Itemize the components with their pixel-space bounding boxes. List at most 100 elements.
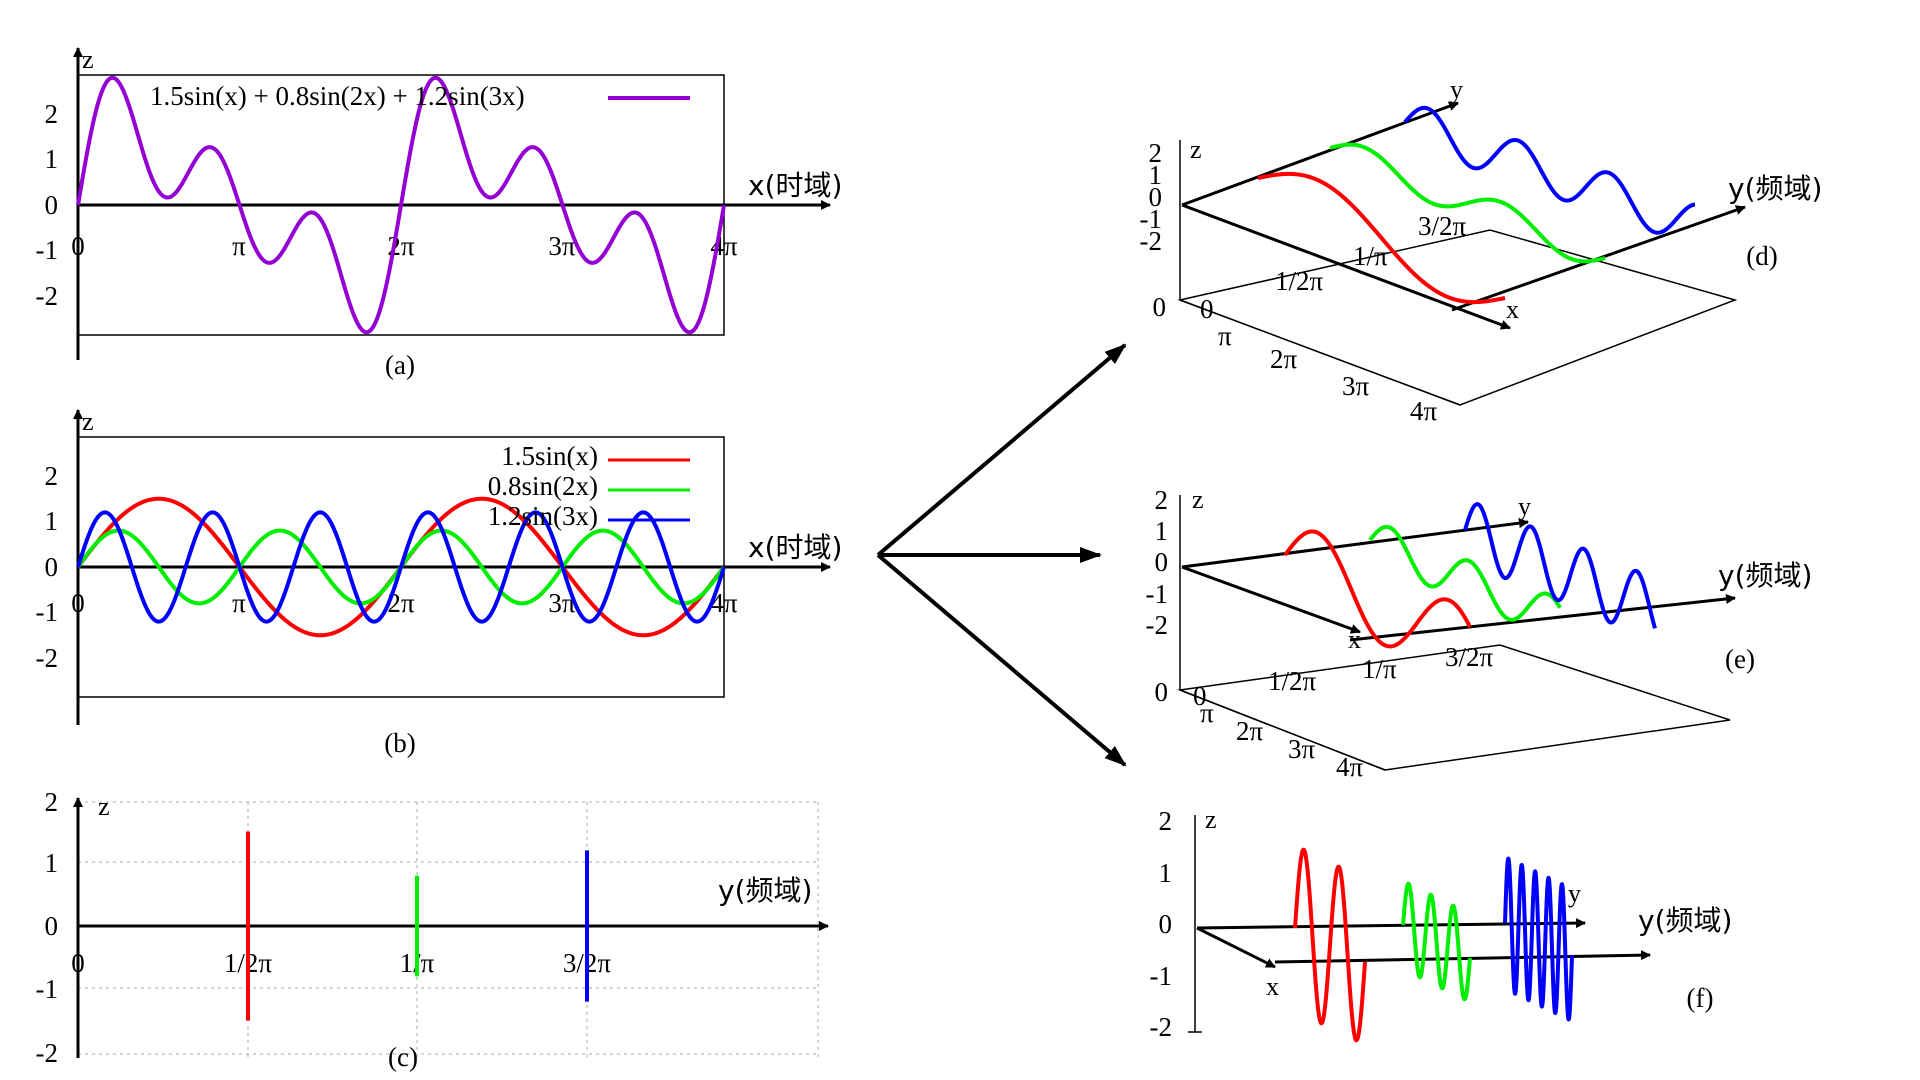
sine-3x-wave (1403, 105, 1697, 235)
z-tick: 0 (1155, 677, 1169, 707)
y-tick: 1 (45, 144, 59, 174)
x-tick: π (1218, 321, 1232, 351)
z-axis-label: z (1190, 135, 1202, 164)
sine-1x-wave (1293, 847, 1367, 1043)
freq-axis-label: y(频域) (718, 874, 812, 907)
floor-x-tick-labels: 0 π 2π 3π 4π (1200, 294, 1438, 426)
y-axis (1181, 518, 1529, 569)
x-tick: 4π (1336, 752, 1364, 782)
floor-x-tick-labels: 0 π 2π 3π 4π (1193, 681, 1364, 782)
x-tick: 3π (1288, 734, 1316, 764)
y-tick: 1/2π (1268, 666, 1317, 696)
y-axis-label: y (1568, 879, 1581, 908)
sine-1x-wave (1283, 529, 1472, 649)
caption: (f) (1687, 983, 1714, 1013)
legend-label: 0.8sin(2x) (488, 471, 598, 501)
x-tick-labels: 0 π 2π 3π 4π (71, 231, 738, 261)
z-tick: 2 (1159, 806, 1173, 836)
z-tick: 2 (1155, 485, 1169, 515)
floor-y-tick-labels: 1/2π 1/π 3/2π (1268, 642, 1494, 696)
z-tick: -2 (1150, 1012, 1173, 1042)
y-tick: 0 (45, 190, 59, 220)
z-tick: -1 (1150, 961, 1173, 991)
caption: (e) (1725, 644, 1755, 674)
y-tick: 0 (45, 552, 59, 582)
x-tick: 2π (1270, 344, 1298, 374)
y-tick: 1/π (1353, 241, 1388, 271)
y-tick: 1/2π (1275, 266, 1324, 296)
z-tick: -1 (1146, 579, 1169, 609)
x-axis-label: x(时域) (748, 531, 842, 564)
y-axis-label: y (1518, 492, 1531, 521)
composite-wave (76, 75, 726, 335)
freq-axis-label: y(频域) (1728, 172, 1822, 205)
panel-e: z y y(频域) x 2 1 0 -1 -2 0 0 π 2π 3π 4π 1… (1146, 485, 1813, 782)
caption: (a) (385, 350, 415, 380)
caption: (c) (388, 1042, 418, 1072)
z-tick: 1 (1159, 858, 1173, 888)
y-tick: -1 (36, 597, 59, 627)
sine-2x-wave (1401, 881, 1472, 1002)
z-tick: -2 (1146, 610, 1169, 640)
x-tick: 4π (1410, 396, 1438, 426)
panel-a: z x(时域) 2 1 0 -1 -2 0 π 2π 3π 4π 1.5sin(… (36, 45, 843, 380)
x-tick: 3π (1342, 371, 1370, 401)
z-axis-label: z (1205, 805, 1217, 834)
sine-3x-wave (1503, 856, 1574, 1022)
x-tick-labels: 0 1/2π 1/π 3/2π (71, 948, 611, 978)
y-tick: 3/2π (1418, 211, 1467, 241)
x-axis-label: x (1266, 972, 1279, 1001)
panel-d: z y y(频域) x 2 1 0 -1 -2 0 0 π 2π 3π 4π 1… (1140, 75, 1823, 426)
panel-c: z y(频域) 2 1 0 -1 -2 0 1/2π 1/π 3/2π (c) (36, 787, 829, 1072)
arrow-to-d (876, 343, 1127, 557)
sine-3x-wave (76, 510, 726, 624)
z-tick: 0 (1149, 182, 1163, 212)
freq-axis-label: y(频域) (1718, 559, 1812, 592)
y-tick-labels: 2 1 0 -1 -2 (36, 461, 59, 673)
x-tick: 0 (1200, 294, 1214, 324)
y-tick: -2 (36, 281, 59, 311)
x-tick: 0 (1193, 681, 1207, 711)
y-tick: 2 (45, 787, 59, 817)
z-tick: -2 (1140, 226, 1163, 256)
y-tick: -1 (36, 974, 59, 1004)
y-tick: -1 (36, 235, 59, 265)
z-tick: 1 (1149, 160, 1163, 190)
z-tick: 0 (1159, 909, 1173, 939)
y-tick: 1/π (1362, 654, 1397, 684)
y-tick: 2 (45, 461, 59, 491)
floor-y-tick-labels: 1/2π 1/π 3/2π (1275, 211, 1467, 296)
z-tick-labels: 2 1 0 -1 -2 0 (1146, 485, 1169, 707)
y-tick-labels: 2 1 0 -1 -2 (36, 787, 59, 1068)
x-tick: 0 (71, 231, 85, 261)
x-tick: π (1200, 698, 1214, 728)
y-tick: 2 (45, 99, 59, 129)
arrow-to-f (876, 553, 1127, 767)
z-axis-label: z (1192, 485, 1204, 514)
y-axis-label: y (1450, 75, 1463, 104)
legend-label: 1.5sin(x) (501, 441, 598, 471)
z-tick: 2 (1149, 138, 1163, 168)
y-tick: -2 (36, 643, 59, 673)
x-axis (1196, 926, 1276, 969)
y-tick: 1 (45, 506, 59, 536)
caption: (d) (1746, 241, 1777, 271)
x-axis-label: x (1506, 295, 1519, 324)
panel-f: z y y(频域) x 2 1 0 -1 -2 (f) (1150, 805, 1732, 1043)
z-axis-label: z (98, 792, 110, 821)
z-tick: 1 (1155, 516, 1169, 546)
z-tick: -1 (1140, 204, 1163, 234)
y-tick: -2 (36, 1038, 59, 1068)
x-axis-label: x(时域) (748, 169, 842, 202)
grid (78, 801, 819, 1058)
x-axis-label: x (1348, 625, 1361, 654)
freq-axis-label: y(频域) (1638, 904, 1732, 937)
x-tick: π (232, 231, 246, 261)
y-tick-labels: 2 1 0 -1 -2 (36, 99, 59, 311)
connector-arrows (876, 343, 1127, 767)
z-tick: 0 (1155, 547, 1169, 577)
z-axis-label: z (82, 45, 94, 74)
z-axis-label: z (82, 407, 94, 436)
sine-1x-wave (1256, 171, 1507, 305)
